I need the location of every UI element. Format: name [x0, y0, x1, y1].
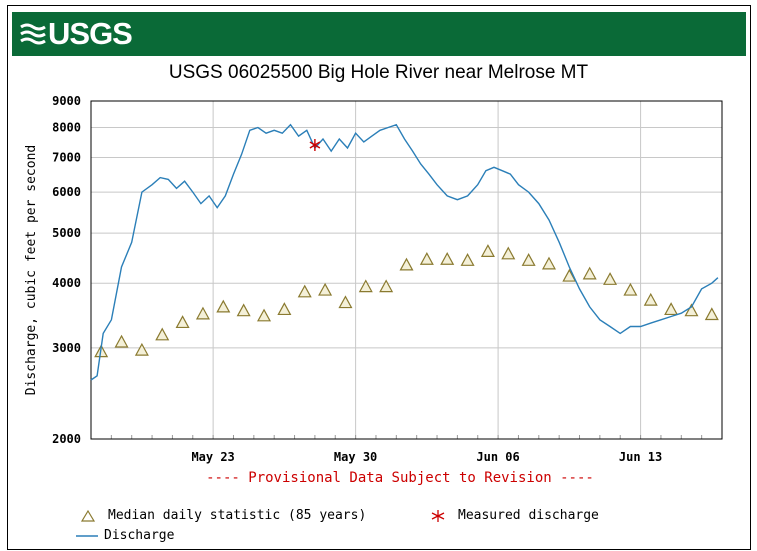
- median-marker: [114, 334, 129, 348]
- grid-lines: [90, 101, 723, 439]
- plot-area-border: [90, 100, 723, 440]
- median-marker: [358, 279, 373, 293]
- median-marker: [338, 295, 353, 309]
- median-marker: [460, 253, 475, 266]
- median-marker: [277, 302, 292, 316]
- triangle-icon: [80, 509, 102, 523]
- median-marker: [440, 252, 455, 265]
- y-tick-label: 4000: [52, 276, 81, 290]
- y-tick-label: 5000: [52, 226, 81, 240]
- usgs-banner: USGS: [12, 12, 746, 56]
- median-marker: [643, 292, 658, 306]
- median-marker: [684, 303, 699, 317]
- measured-marker: [309, 138, 321, 151]
- y-axis-label: Discharge, cubic feet per second: [24, 145, 39, 395]
- median-series: [94, 244, 719, 358]
- x-tick-label: Jun 06: [476, 450, 519, 464]
- y-tick-label: 3000: [52, 341, 81, 355]
- legend-discharge-label: Discharge: [104, 528, 175, 543]
- median-marker: [562, 268, 577, 282]
- y-tick-label: 6000: [52, 185, 81, 199]
- median-marker: [521, 253, 536, 266]
- median-marker: [155, 327, 170, 341]
- usgs-wave-icon: [20, 23, 46, 45]
- chart-title: USGS 06025500 Big Hole River near Melros…: [168, 62, 589, 83]
- median-marker: [257, 308, 272, 322]
- y-tick-label: 8000: [52, 120, 81, 134]
- median-marker: [664, 302, 679, 316]
- median-marker: [623, 282, 638, 296]
- provisional-note: ---- Provisional Data Subject to Revisio…: [206, 470, 594, 486]
- asterisk-icon: [430, 509, 452, 523]
- measured-series: [309, 138, 321, 151]
- legend-measured: Measured discharge: [430, 508, 599, 523]
- median-marker: [216, 299, 231, 313]
- y-tick-label: 9000: [52, 94, 81, 108]
- median-marker: [582, 266, 597, 280]
- median-marker: [236, 303, 251, 317]
- legend-discharge: Discharge: [76, 528, 174, 543]
- logo-text: USGS: [48, 16, 133, 51]
- x-tick-label: May 23: [191, 450, 234, 464]
- chart-frame: [7, 5, 751, 550]
- legend-median: Median daily statistic (85 years): [80, 508, 366, 523]
- median-marker: [379, 279, 394, 293]
- y-tick-labels: 2000 3000 4000 5000 6000 7000 8000 9000: [52, 94, 81, 446]
- line-icon: [76, 529, 98, 543]
- median-marker: [318, 282, 333, 296]
- median-marker: [480, 244, 495, 257]
- median-marker: [297, 284, 312, 298]
- median-marker: [134, 342, 149, 356]
- discharge-line: [90, 123, 719, 381]
- median-marker: [603, 272, 618, 285]
- usgs-logo[interactable]: USGS: [20, 16, 133, 52]
- median-marker: [501, 246, 516, 260]
- x-tick-labels: May 23 May 30 Jun 06 Jun 13: [191, 450, 662, 464]
- legend-measured-label: Measured discharge: [458, 508, 599, 523]
- y-tick-label: 7000: [52, 150, 81, 164]
- x-tick-label: Jun 13: [619, 450, 662, 464]
- median-marker: [704, 307, 719, 321]
- median-marker: [399, 257, 414, 271]
- median-marker: [419, 252, 434, 265]
- median-marker: [175, 315, 190, 329]
- median-marker: [541, 256, 556, 270]
- median-marker: [195, 306, 210, 320]
- x-tick-label: May 30: [334, 450, 377, 464]
- legend-median-label: Median daily statistic (85 years): [108, 508, 367, 523]
- y-tick-label: 2000: [52, 432, 81, 446]
